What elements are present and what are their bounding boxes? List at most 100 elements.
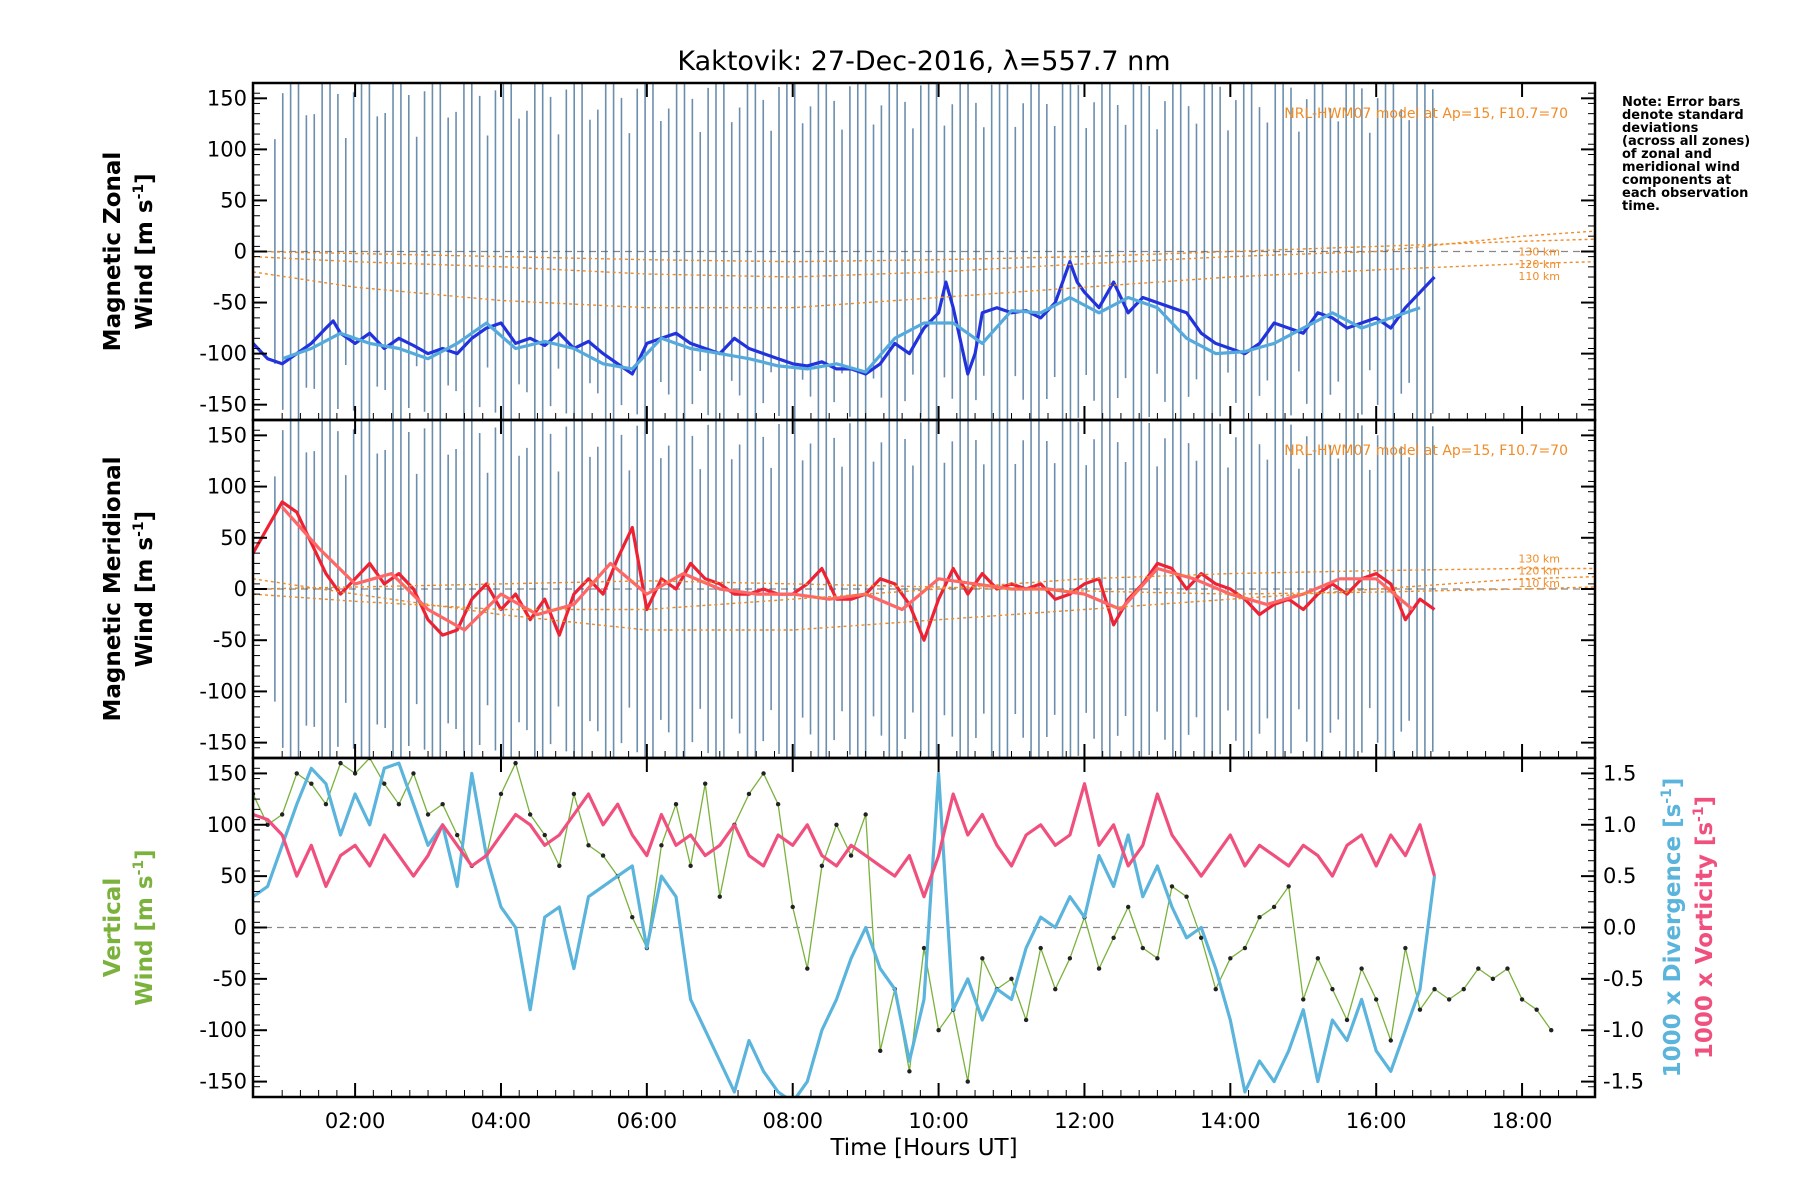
vertical-point xyxy=(1242,945,1248,951)
vertical-point xyxy=(659,843,664,848)
y-axis-label-2-sup: -1 xyxy=(131,184,147,200)
series-line-1 xyxy=(281,295,1421,374)
y2-axis-label-divergence-end: ] xyxy=(1660,778,1686,789)
altitude-label: 130 km xyxy=(1518,552,1560,565)
vertical-point xyxy=(542,832,547,838)
vertical-point xyxy=(878,1048,883,1053)
vertical-point xyxy=(1228,956,1233,961)
vertical-point xyxy=(1461,986,1466,992)
vertical-point xyxy=(1198,935,1204,940)
series-group xyxy=(253,420,1595,758)
note-line: deviations xyxy=(1622,121,1699,136)
y-axis-label-1: Magnetic Zonal xyxy=(100,152,126,352)
vertical-point xyxy=(746,791,752,797)
vertical-point xyxy=(863,812,868,817)
y-tick-label: -100 xyxy=(199,679,247,703)
y-axis-label-2-end: ] xyxy=(132,173,158,184)
series-line-1 xyxy=(253,761,1437,1097)
vertical-point xyxy=(382,781,387,786)
altitude-label: 120 km xyxy=(1518,258,1560,271)
vertical-point xyxy=(1403,945,1408,951)
note-line: denote standard xyxy=(1622,108,1744,123)
y-tick-label: -150 xyxy=(199,731,247,755)
vertical-point xyxy=(571,791,577,797)
y-tick-label: -100 xyxy=(199,342,247,366)
model-label: NRL-HWM07 model at Ap=15, F10.7=70 xyxy=(1284,443,1568,459)
x-tick-label: 14:00 xyxy=(1200,1109,1261,1133)
vertical-point xyxy=(338,760,343,766)
series-line-2 xyxy=(253,782,1437,899)
vertical-point xyxy=(1490,976,1496,982)
vertical-point xyxy=(761,771,766,776)
series-line-2 xyxy=(253,261,1595,309)
y-tick-label: 50 xyxy=(220,188,247,212)
y-tick-label: -100 xyxy=(199,1018,247,1042)
chart-title: Kaktovik: 27-Dec-2016, λ=557.7 nm xyxy=(677,46,1170,77)
vertical-point xyxy=(1432,986,1437,992)
vertical-point xyxy=(513,760,518,766)
vertical-point xyxy=(1169,884,1175,889)
y-axis-label-2-sup: -1 xyxy=(131,521,147,537)
vertical-point xyxy=(1184,894,1189,899)
vertical-point xyxy=(936,1028,941,1033)
vertical-point xyxy=(1417,1007,1423,1012)
series-line-1 xyxy=(281,506,1414,632)
vertical-point xyxy=(717,894,722,899)
series-line-3 xyxy=(253,567,1595,611)
y2-tick-label: 1.0 xyxy=(1603,813,1636,837)
altitude-label: 130 km xyxy=(1518,246,1560,259)
y-axis-label-2: Wind [m s-1] xyxy=(131,173,158,329)
series-line-2 xyxy=(253,576,1595,631)
vertical-point xyxy=(702,781,708,786)
vertical-point xyxy=(980,956,985,961)
vertical-point xyxy=(921,945,927,951)
series-group xyxy=(253,83,1595,420)
note-line: Note: Error bars xyxy=(1622,95,1741,110)
y-axis-label-2-main: Wind [m s xyxy=(132,199,158,329)
vertical-point xyxy=(455,832,460,838)
vertical-point xyxy=(907,1069,912,1074)
y-tick-label: 50 xyxy=(220,864,247,888)
vertical-point xyxy=(1549,1028,1554,1033)
vertical-point xyxy=(848,853,854,858)
vertical-point xyxy=(1271,904,1277,910)
y-tick-label: 50 xyxy=(220,526,247,550)
x-tick-label: 12:00 xyxy=(1054,1109,1115,1133)
note-line: (across all zones) xyxy=(1622,134,1750,149)
note-line: of zonal and xyxy=(1622,147,1712,162)
series-group xyxy=(253,758,1554,1097)
vertical-point xyxy=(309,781,314,786)
vertical-point xyxy=(1446,997,1452,1002)
vertical-point xyxy=(1534,1007,1539,1012)
y2-axis-label-vorticity-main: 1000 x Vorticity [s xyxy=(1692,822,1718,1059)
y-tick-label: -150 xyxy=(199,393,247,417)
y-axis-label-2-main: Wind [m s xyxy=(132,875,158,1005)
vertical-point xyxy=(1213,986,1218,992)
y-tick-label: 100 xyxy=(207,137,247,161)
vertical-point xyxy=(557,863,562,869)
vertical-point xyxy=(1301,997,1306,1002)
vertical-point xyxy=(498,791,504,797)
vertical-point xyxy=(265,822,270,827)
x-tick-label: 02:00 xyxy=(325,1109,386,1133)
y2-axis-label-vorticity: 1000 x Vorticity [s-1] xyxy=(1691,796,1718,1059)
vertical-point xyxy=(1344,1017,1350,1023)
vertical-point xyxy=(965,1079,970,1084)
vertical-point xyxy=(673,802,679,807)
y-tick-label: 100 xyxy=(207,813,247,837)
y-tick-label: 150 xyxy=(207,761,247,785)
y-axis-label-2-main: Wind [m s xyxy=(132,537,158,667)
y-axis-label-2-end: ] xyxy=(132,849,158,860)
y-tick-label: 150 xyxy=(207,423,247,447)
vertical-point xyxy=(1257,915,1262,920)
vertical-point xyxy=(1330,986,1335,992)
x-tick-label: 04:00 xyxy=(471,1109,532,1133)
x-tick-label: 10:00 xyxy=(908,1109,969,1133)
y-tick-label: -50 xyxy=(213,967,247,991)
vertical-point xyxy=(819,863,825,869)
vertical-point xyxy=(1286,884,1291,889)
vertical-point xyxy=(1476,966,1481,971)
altitude-label: 110 km xyxy=(1518,577,1560,590)
vertical-point xyxy=(1388,1038,1393,1043)
vertical-point xyxy=(352,771,358,776)
